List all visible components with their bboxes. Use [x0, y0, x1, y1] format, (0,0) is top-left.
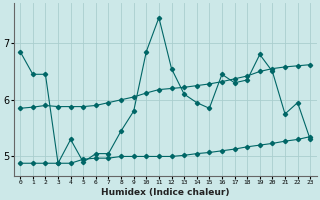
- X-axis label: Humidex (Indice chaleur): Humidex (Indice chaleur): [101, 188, 229, 197]
